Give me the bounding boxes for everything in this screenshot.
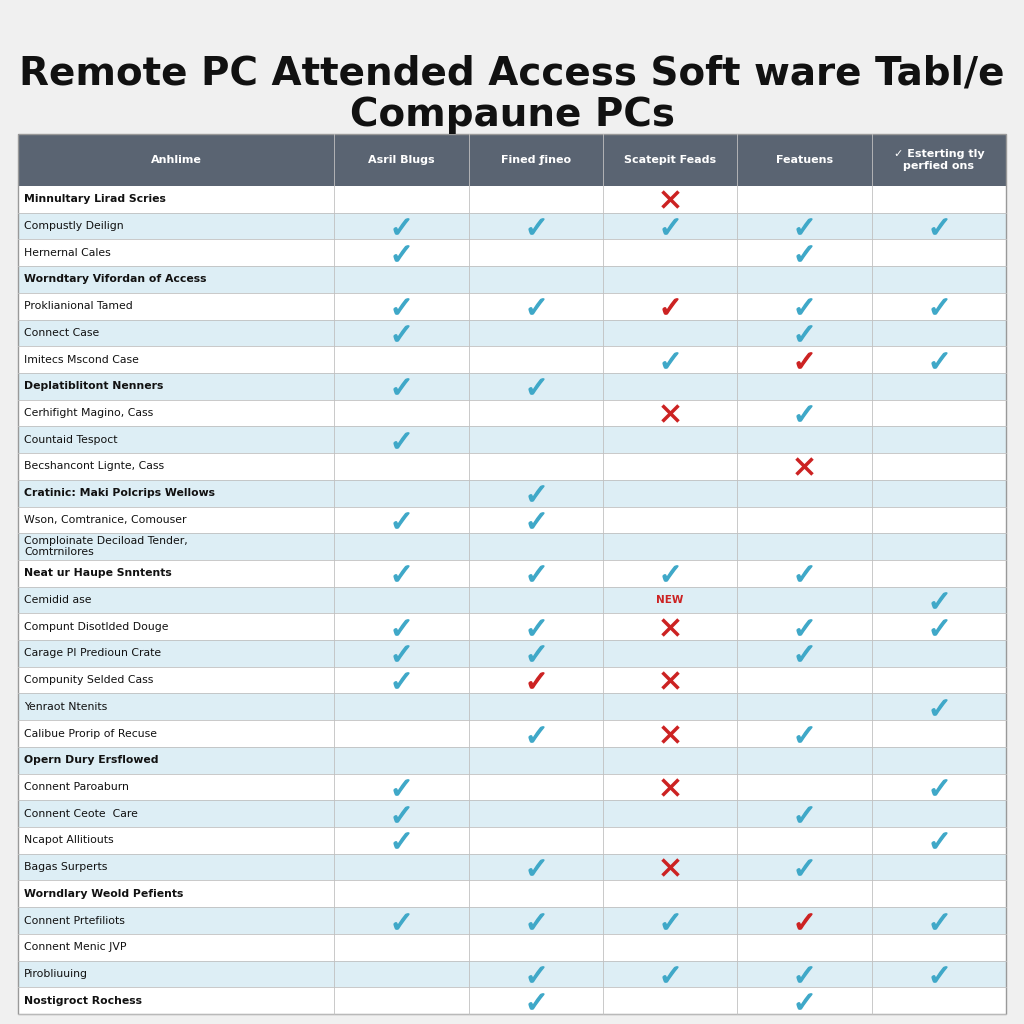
Bar xyxy=(18,827,1006,854)
Text: Countaid Tespoct: Countaid Tespoct xyxy=(24,435,118,444)
Text: Hernernal Cales: Hernernal Cales xyxy=(24,248,111,258)
Bar xyxy=(18,134,1006,1014)
Text: Opern Dury Ersflowed: Opern Dury Ersflowed xyxy=(24,756,159,765)
Bar xyxy=(18,693,1006,720)
Text: Imitecs Mscond Case: Imitecs Mscond Case xyxy=(24,354,139,365)
Bar xyxy=(18,746,1006,773)
Text: Cratinic: Maki Polcrips Wellows: Cratinic: Maki Polcrips Wellows xyxy=(24,488,215,498)
Bar xyxy=(18,881,1006,907)
Bar xyxy=(18,373,1006,399)
Bar xyxy=(18,587,1006,613)
Bar xyxy=(18,240,1006,266)
Text: Ncapot Allitiouts: Ncapot Allitiouts xyxy=(24,836,114,846)
Bar xyxy=(18,134,1006,186)
Bar xyxy=(18,773,1006,801)
Text: Worndlary Weold Pefients: Worndlary Weold Pefients xyxy=(24,889,183,899)
Text: Neat ur Haupe Snntents: Neat ur Haupe Snntents xyxy=(24,568,172,579)
Bar xyxy=(18,266,1006,293)
Text: Minnultary Lirad Scries: Minnultary Lirad Scries xyxy=(24,195,166,205)
Text: Compustly Deilign: Compustly Deilign xyxy=(24,221,124,231)
Bar xyxy=(18,640,1006,667)
Bar xyxy=(18,426,1006,453)
Text: Fined ƒineo: Fined ƒineo xyxy=(501,155,570,165)
Text: Compunity Selded Cass: Compunity Selded Cass xyxy=(24,675,154,685)
Text: Calibue Prorip of Recuse: Calibue Prorip of Recuse xyxy=(24,728,157,738)
Text: Proklianional Tamed: Proklianional Tamed xyxy=(24,301,133,311)
Bar xyxy=(18,560,1006,587)
Text: Asril Blugs: Asril Blugs xyxy=(368,155,434,165)
Text: ✓ Esterting tly
perfied ons: ✓ Esterting tly perfied ons xyxy=(894,148,984,171)
Text: Anhlime: Anhlime xyxy=(151,155,202,165)
Text: Connent Paroaburn: Connent Paroaburn xyxy=(24,782,129,792)
Bar xyxy=(18,213,1006,240)
Bar xyxy=(18,934,1006,961)
Text: Connent Ceote  Care: Connent Ceote Care xyxy=(24,809,138,818)
Bar xyxy=(18,480,1006,507)
Text: Worndtary Vifordan of Access: Worndtary Vifordan of Access xyxy=(24,274,207,285)
Text: Cerhifight Magino, Cass: Cerhifight Magino, Cass xyxy=(24,408,154,418)
Text: Carage PI Predioun Crate: Carage PI Predioun Crate xyxy=(24,648,161,658)
Bar xyxy=(18,907,1006,934)
Text: Deplatiblitont Nenners: Deplatiblitont Nenners xyxy=(24,381,164,391)
Text: Wson, Comtranice, Comouser: Wson, Comtranice, Comouser xyxy=(24,515,186,525)
Bar xyxy=(18,720,1006,746)
Text: Remote PC Attended Access Soft ware Tabl/e: Remote PC Attended Access Soft ware Tabl… xyxy=(19,54,1005,92)
Text: Connent Prtefiliots: Connent Prtefiliots xyxy=(24,915,125,926)
Bar xyxy=(18,346,1006,373)
Text: Nostigroct Rochess: Nostigroct Rochess xyxy=(24,995,142,1006)
Bar xyxy=(18,293,1006,319)
Text: Compunt Disotlded Douge: Compunt Disotlded Douge xyxy=(24,622,169,632)
Text: Comploinate Deciload Tender,
Comtrnilores: Comploinate Deciload Tender, Comtrnilore… xyxy=(24,536,187,557)
Bar xyxy=(18,667,1006,693)
Text: Featuens: Featuens xyxy=(776,155,833,165)
Bar xyxy=(18,399,1006,426)
Text: Connent Menic JVP: Connent Menic JVP xyxy=(24,942,127,952)
Bar xyxy=(18,854,1006,881)
Text: Pirobliuuing: Pirobliuuing xyxy=(24,969,88,979)
Bar xyxy=(18,507,1006,534)
Text: Compaune PCs: Compaune PCs xyxy=(349,96,675,134)
Text: Scatepit Feads: Scatepit Feads xyxy=(624,155,716,165)
Bar xyxy=(18,961,1006,987)
Text: Becshancont Lignte, Cass: Becshancont Lignte, Cass xyxy=(24,462,164,471)
Bar xyxy=(18,613,1006,640)
Text: NEW: NEW xyxy=(656,595,684,605)
Text: Yenraot Ntenits: Yenraot Ntenits xyxy=(24,701,108,712)
Text: Connect Case: Connect Case xyxy=(24,328,99,338)
Bar xyxy=(18,534,1006,560)
Bar xyxy=(18,453,1006,480)
Bar xyxy=(18,186,1006,213)
Bar xyxy=(18,987,1006,1014)
Text: Bagas Surperts: Bagas Surperts xyxy=(24,862,108,872)
Text: Cemidid ase: Cemidid ase xyxy=(24,595,91,605)
Bar xyxy=(18,319,1006,346)
Bar xyxy=(18,801,1006,827)
